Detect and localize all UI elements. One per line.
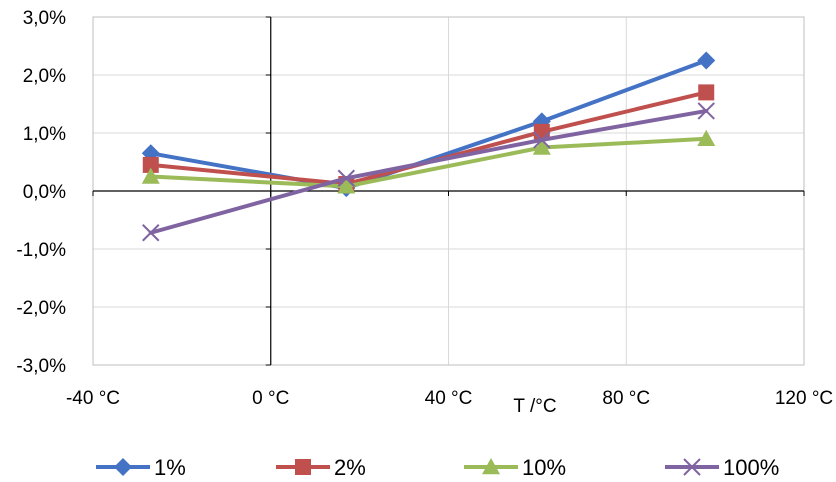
- y-tick-label: -3,0%: [16, 356, 66, 377]
- data-point: [697, 129, 716, 146]
- x-axis-label: T /°C: [513, 396, 556, 417]
- x-tick-label: 80 °C: [602, 388, 650, 409]
- data-point: [141, 167, 160, 184]
- x-marker-stroke: [142, 224, 160, 242]
- x-tick-label: 40 °C: [425, 388, 473, 409]
- x-marker-stroke: [337, 169, 356, 187]
- legend-item-1: 2%: [276, 455, 366, 480]
- legend-label: 1%: [154, 455, 186, 480]
- series-3: [142, 102, 715, 242]
- x-marker-stroke: [533, 131, 551, 149]
- legend-marker: [295, 459, 311, 475]
- y-tick-label: 3,0%: [23, 8, 66, 29]
- x-marker-stroke: [697, 102, 715, 120]
- series-layer: [141, 51, 716, 242]
- axes: [92, 16, 805, 366]
- x-tick-label: 0 °C: [252, 388, 289, 409]
- legend-marker: [114, 458, 132, 476]
- series-line: [148, 108, 709, 235]
- data-point: [697, 102, 715, 120]
- y-tick-label: -1,0%: [16, 240, 66, 261]
- legend-marker: [482, 458, 500, 475]
- legend-item-2: 10%: [464, 455, 566, 480]
- data-point: [337, 177, 356, 194]
- data-point: [532, 138, 551, 155]
- legend: 1% 2% 10% 100%: [96, 455, 779, 480]
- y-tick-label: 2,0%: [23, 66, 66, 87]
- y-tick-label: -2,0%: [16, 298, 66, 319]
- data-point: [697, 51, 716, 70]
- legend-marker: [683, 458, 701, 476]
- tick-labels: 3,0% 2,0% 1,0% 0,0% -1,0% -2,0% -3,0%-40 °C 0 °…: [16, 8, 833, 409]
- x-tick-label: -40 °C: [66, 388, 120, 409]
- series-line: [148, 58, 709, 191]
- y-tick-label: 0,0%: [23, 182, 66, 203]
- series-2: [141, 129, 716, 194]
- legend-item-0: 1%: [96, 455, 186, 480]
- y-tick-label: 1,0%: [23, 124, 66, 145]
- series-line: [148, 136, 709, 189]
- legend-label: 10%: [522, 455, 566, 480]
- x-marker-stroke: [683, 458, 701, 476]
- legend-label: 100%: [723, 455, 779, 480]
- legend-item-3: 100%: [665, 455, 779, 480]
- data-point: [142, 156, 159, 173]
- legend-label: 2%: [334, 455, 366, 480]
- x-tick-label: 120 °C: [775, 388, 833, 409]
- data-point: [533, 131, 551, 149]
- data-point: [142, 224, 160, 242]
- data-point: [337, 169, 356, 187]
- data-point: [698, 84, 715, 101]
